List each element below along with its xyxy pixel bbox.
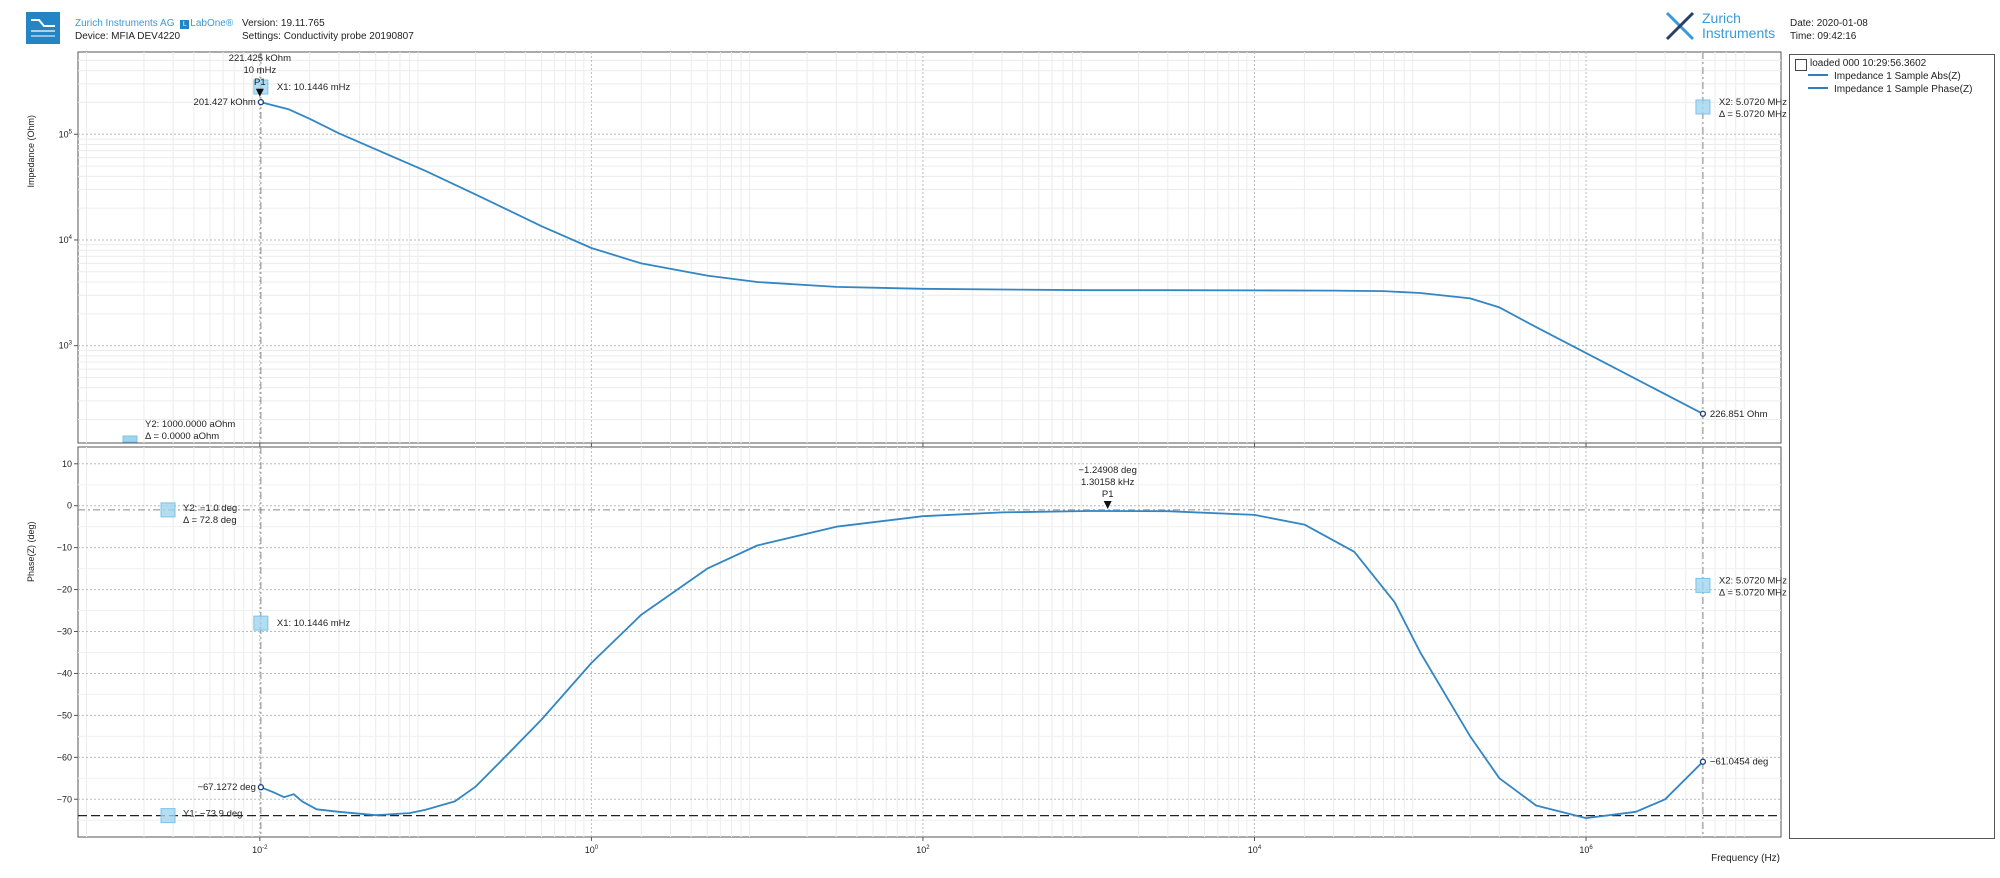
- legend-file-checkbox[interactable]: [1795, 59, 1807, 71]
- abs-peak-label-line-0: 221.425 kOhm: [229, 53, 291, 64]
- phase-end-point[interactable]: [1699, 758, 1707, 765]
- abs-cursor-y2-marker[interactable]: [122, 435, 138, 443]
- phase-start-label: −67.1272 deg: [197, 782, 255, 793]
- abs-peak-label-line-1: 10 mHz: [243, 65, 276, 76]
- x-tick-label: 10-2: [252, 845, 268, 855]
- legend: loaded 000 10:29:56.3602 Impedance 1 Sam…: [1789, 54, 1995, 839]
- phase-series-line: [260, 510, 1704, 819]
- version-line: Version: 19.11.765: [242, 17, 325, 30]
- phase-y-tick-label: 10: [62, 459, 72, 469]
- phase-cursor-x2-label-line-1: Δ = 5.0720 MHz: [1719, 587, 1787, 598]
- x-tick-label: 104: [1248, 845, 1262, 855]
- phase-y-tick-label: −50: [57, 710, 72, 720]
- abs-y-axis-label: Impedance (Ohm): [26, 115, 36, 188]
- legend-entry-abs[interactable]: Impedance 1 Sample Abs(Z): [1808, 71, 1961, 82]
- phase-cursor-y1-label-line-0: Y1: −73.9 deg: [183, 809, 242, 820]
- phase-y-tick-label: −40: [57, 668, 72, 678]
- date-label: Date:: [1790, 18, 1814, 29]
- phase-y-tick-label: −70: [57, 794, 72, 804]
- abs-cursor-y2-label-line-0: Y2: 1000.0000 aOhm: [145, 419, 235, 430]
- abs-start-label: 201.427 kOhm: [194, 97, 256, 108]
- phase-cursor-y2-label-line-0: Y2: −1.0 deg: [183, 503, 237, 514]
- phase-y-tick-label: −30: [57, 627, 72, 637]
- version-label: Version:: [242, 18, 279, 29]
- phase-cursor-x1-marker[interactable]: [253, 615, 269, 631]
- phase-y-tick-label: −60: [57, 752, 72, 762]
- legend-entry-phase[interactable]: Impedance 1 Sample Phase(Z): [1808, 84, 1972, 95]
- abs-start-point[interactable]: [257, 98, 265, 106]
- abs-plot-frame: [77, 51, 1782, 444]
- phase-y-tick-label: −10: [57, 543, 72, 553]
- abs-end-label: 226.851 Ohm: [1710, 409, 1768, 420]
- device-value: MFIA DEV4220: [111, 31, 181, 42]
- legend-swatch-abs: [1808, 74, 1828, 76]
- phase-y-tick-label: −20: [57, 585, 72, 595]
- phase-peak-label-line-0: −1.24908 deg: [1078, 465, 1136, 476]
- phase-peak-marker-icon[interactable]: [1103, 500, 1112, 509]
- device-label: Device:: [75, 31, 109, 42]
- phase-y-tick-label: 0: [67, 501, 72, 511]
- settings-line: Settings: Conductivity probe 20190807: [242, 30, 414, 43]
- product-name: LabOne: [190, 18, 226, 29]
- product-mark: ®: [225, 18, 234, 29]
- x-axis-label: Frequency (Hz): [1711, 853, 1780, 864]
- x-tick-label: 102: [916, 845, 930, 855]
- time-line: Time: 09:42:16: [1790, 30, 1856, 43]
- date-value: 2020-01-08: [1816, 18, 1868, 29]
- phase-cursor-y1-marker[interactable]: [160, 808, 176, 824]
- abs-y-tick-label: 103: [59, 341, 73, 351]
- abs-end-point[interactable]: [1699, 410, 1707, 417]
- time-label: Time:: [1790, 31, 1815, 42]
- brand-text: Zurich Instruments: [1702, 11, 1775, 41]
- date-line: Date: 2020-01-08: [1790, 17, 1868, 30]
- abs-cursor-x1-label-line-0: X1: 10.1446 mHz: [277, 82, 351, 93]
- legend-file-label: loaded 000 10:29:56.3602: [1810, 58, 1927, 69]
- abs-cursor-y2-label-line-1: Δ = 0.0000 aOhm: [145, 431, 219, 442]
- company-name: Zurich Instruments AG: [75, 18, 175, 29]
- abs-y-tick-label: 104: [59, 235, 73, 245]
- phase-plot-frame: [77, 446, 1782, 838]
- phase-cursor-y2-label-line-1: Δ = 72.8 deg: [183, 515, 237, 526]
- abs-cursor-x2-label-line-0: X2: 5.0720 MHz: [1719, 97, 1787, 108]
- device-line: Device: MFIA DEV4220: [75, 30, 180, 43]
- phase-peak-label-line-2: P1: [1102, 489, 1114, 500]
- x-tick-label: 106: [1579, 845, 1593, 855]
- abs-peak-label-line-2: P1: [254, 77, 266, 88]
- brand-line1: Zurich: [1702, 10, 1741, 26]
- settings-value: Conductivity probe 20190807: [283, 31, 414, 42]
- abs-y-tick-label: 105: [59, 129, 73, 139]
- labone-badge-icon: L: [180, 20, 190, 29]
- abs-cursor-x2-label-line-1: Δ = 5.0720 MHz: [1719, 109, 1787, 120]
- abs-series-line: [260, 101, 1704, 415]
- brand-line2: Instruments: [1702, 25, 1776, 41]
- abs-cursor-x2-marker[interactable]: [1695, 99, 1711, 115]
- x-tick-label: 100: [585, 845, 599, 855]
- phase-cursor-x1-label-line-0: X1: 10.1446 mHz: [277, 618, 351, 629]
- phase-start-point[interactable]: [257, 784, 265, 791]
- labone-logo: [26, 12, 60, 44]
- phase-cursor-x2-label-line-0: X2: 5.0720 MHz: [1719, 575, 1787, 586]
- legend-swatch-phase: [1808, 87, 1828, 89]
- company-line: Zurich Instruments AG L LabOne®: [75, 17, 233, 30]
- phase-cursor-y2-marker[interactable]: [160, 502, 176, 518]
- abs-peak-marker-icon[interactable]: [255, 88, 264, 97]
- legend-entry-abs-label: Impedance 1 Sample Abs(Z): [1834, 71, 1961, 82]
- legend-entry-phase-label: Impedance 1 Sample Phase(Z): [1834, 84, 1973, 95]
- settings-label: Settings:: [242, 31, 281, 42]
- phase-y-axis-label: Phase(Z) (deg): [26, 521, 36, 582]
- phase-peak-label-line-1: 1.30158 kHz: [1081, 477, 1135, 488]
- time-value: 09:42:16: [1817, 31, 1857, 42]
- version-value: 19.11.765: [280, 18, 325, 29]
- phase-end-label: −61.0454 deg: [1710, 757, 1768, 768]
- phase-cursor-x2-marker[interactable]: [1695, 577, 1711, 593]
- zurich-instruments-logo-icon: [1663, 9, 1697, 48]
